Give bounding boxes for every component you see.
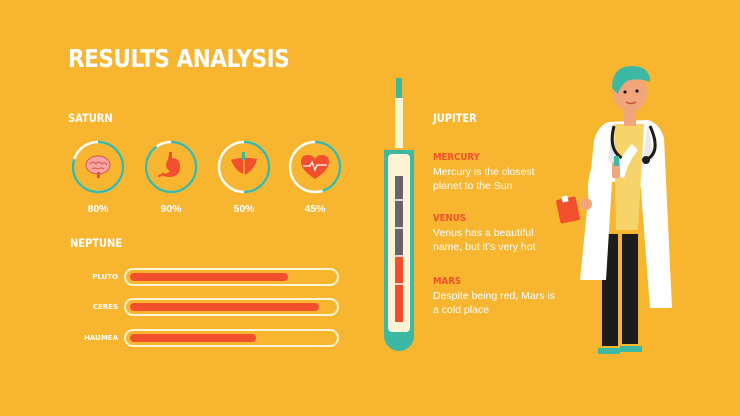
bar-track-haumea [124,329,339,347]
note-title-mercury: MERCURY [433,152,480,163]
gauge-brain-label: 80% [87,203,109,215]
saturn-heading: SATURN [68,111,113,125]
bar-label-ceres: CERES [92,303,118,311]
gauge-stomach-label: 90% [160,203,182,215]
note-text-mars: Despite being red, Mars is a cold place [433,290,555,316]
note-text-mercury: Mercury is the closest planet to the Sun [433,166,535,192]
page-title: RESULTS ANALYSIS [68,44,290,73]
stomach-icon [157,152,180,177]
gauge-heart-label: 45% [304,203,326,215]
doctor-illustration [552,64,672,360]
gauge-heart [288,140,342,194]
heart-icon [301,155,329,179]
liver-icon [231,152,257,176]
bar-fill-pluto [130,273,289,281]
bar-track-pluto [124,268,339,286]
bar-fill-haumea [130,334,256,342]
gauge-brain [71,140,125,194]
bar-track-ceres [124,298,339,316]
gauge-stomach [144,140,198,194]
thermometer-illustration [380,78,420,358]
note-title-venus: VENUS [433,213,466,224]
bar-label-pluto: PLUTO [92,273,118,281]
jupiter-heading: JUPITER [433,111,477,125]
bar-label-haumea: HAUMEA [84,334,118,342]
note-text-venus: Venus has a beautiful name, but it’s ver… [433,227,536,253]
brain-icon [85,155,111,178]
neptune-heading: NEPTUNE [70,236,123,250]
gauge-liver [217,140,271,194]
gauge-liver-label: 50% [233,203,255,215]
note-title-mars: MARS [433,276,462,287]
bar-fill-ceres [130,303,319,311]
